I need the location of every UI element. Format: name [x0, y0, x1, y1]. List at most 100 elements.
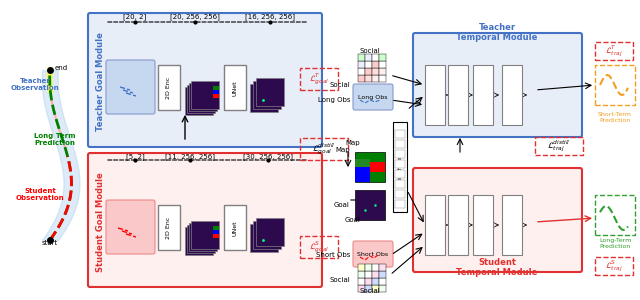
Text: Cross Att: Cross Att — [456, 83, 461, 107]
Text: Goal: Goal — [345, 217, 361, 223]
Bar — [185, 227, 213, 255]
Bar — [358, 61, 365, 68]
Text: Social: Social — [329, 82, 350, 88]
Text: Short Obs: Short Obs — [357, 251, 388, 256]
Text: UNet: UNet — [232, 80, 237, 96]
Bar — [379, 264, 386, 271]
Bar — [595, 65, 635, 105]
Bar — [300, 236, 338, 258]
Bar — [372, 61, 379, 68]
Bar — [358, 278, 365, 285]
Bar — [365, 285, 372, 292]
FancyBboxPatch shape — [106, 60, 155, 114]
Bar — [448, 65, 468, 125]
Bar — [395, 160, 405, 168]
Bar — [187, 85, 215, 113]
Bar — [224, 65, 246, 110]
Text: Long Term
Prediction: Long Term Prediction — [35, 133, 76, 146]
Text: $\mathcal{L}^T_{goal}$: $\mathcal{L}^T_{goal}$ — [308, 71, 329, 87]
Bar — [372, 54, 379, 61]
Text: Linear: Linear — [433, 86, 438, 103]
Bar — [395, 140, 405, 148]
Bar — [250, 224, 278, 252]
Bar — [393, 122, 407, 212]
Bar — [185, 87, 213, 115]
Text: Long Obs: Long Obs — [317, 97, 350, 103]
Text: [30, 256, 256]: [30, 256, 256] — [243, 153, 293, 160]
Text: $\mathcal{L}^{distill}_{traj}$: $\mathcal{L}^{distill}_{traj}$ — [547, 138, 571, 154]
FancyBboxPatch shape — [413, 33, 582, 137]
Bar — [535, 137, 583, 155]
Bar — [189, 83, 217, 111]
Bar — [379, 285, 386, 292]
Bar — [425, 195, 445, 255]
FancyBboxPatch shape — [88, 13, 322, 147]
Bar — [213, 230, 219, 234]
Bar — [365, 75, 372, 82]
Bar — [379, 271, 386, 278]
Text: $\mathcal{L}^S_{traj}$: $\mathcal{L}^S_{traj}$ — [605, 258, 623, 274]
Bar — [213, 234, 219, 238]
Text: start: start — [42, 240, 58, 246]
Bar — [395, 150, 405, 158]
Text: Student
Temporal Module: Student Temporal Module — [456, 258, 538, 277]
Bar — [502, 65, 522, 125]
Text: Teacher
Observation: Teacher Observation — [11, 78, 60, 91]
FancyBboxPatch shape — [353, 241, 393, 267]
Bar — [395, 200, 405, 208]
Bar — [395, 180, 405, 188]
Text: $\mathcal{L}^{distill}_{goal}$: $\mathcal{L}^{distill}_{goal}$ — [312, 141, 336, 157]
Text: Social: Social — [360, 48, 380, 54]
Text: Teacher
Temporal Module: Teacher Temporal Module — [456, 22, 538, 42]
Bar — [358, 54, 365, 61]
Bar — [372, 278, 379, 285]
Text: [20, 256, 256]: [20, 256, 256] — [170, 13, 220, 20]
Bar — [395, 130, 405, 138]
Text: Social: Social — [360, 288, 380, 294]
Bar — [379, 54, 386, 61]
Bar — [300, 68, 338, 90]
Bar — [365, 271, 372, 278]
Bar — [425, 65, 445, 125]
Bar — [395, 170, 405, 178]
Bar — [358, 271, 365, 278]
Text: Social: Social — [329, 277, 350, 283]
Bar — [355, 152, 385, 182]
Text: Short-Term
Prediction: Short-Term Prediction — [598, 112, 632, 123]
Bar — [358, 68, 365, 75]
Bar — [595, 195, 635, 235]
Text: Add & Norm: Add & Norm — [481, 208, 486, 242]
Bar — [355, 159, 370, 167]
Bar — [256, 218, 284, 246]
Text: Long-Term
Prediction: Long-Term Prediction — [599, 238, 631, 249]
Bar — [224, 205, 246, 250]
Bar — [213, 94, 219, 98]
Bar — [253, 221, 281, 249]
Bar — [213, 90, 219, 94]
Bar — [213, 226, 219, 230]
Bar — [213, 86, 219, 90]
Text: Add & Norm: Add & Norm — [481, 78, 486, 112]
Bar — [372, 285, 379, 292]
Bar — [372, 271, 379, 278]
Bar — [379, 278, 386, 285]
Text: UNet: UNet — [232, 220, 237, 236]
Bar — [370, 162, 385, 172]
Bar — [365, 264, 372, 271]
Text: [11, 256, 256]: [11, 256, 256] — [165, 153, 215, 160]
Bar — [191, 221, 219, 249]
Bar — [372, 68, 379, 75]
Text: [20, 2]: [20, 2] — [124, 13, 147, 20]
Text: Cross Att: Cross Att — [456, 213, 461, 237]
Bar — [448, 195, 468, 255]
FancyBboxPatch shape — [353, 84, 393, 110]
Bar — [372, 264, 379, 271]
Bar — [250, 84, 278, 112]
Bar — [473, 65, 493, 125]
Text: Student Goal Module: Student Goal Module — [96, 172, 105, 272]
Bar — [256, 78, 284, 106]
Bar — [358, 285, 365, 292]
Bar — [358, 75, 365, 82]
Bar — [355, 190, 385, 220]
Bar — [379, 75, 386, 82]
